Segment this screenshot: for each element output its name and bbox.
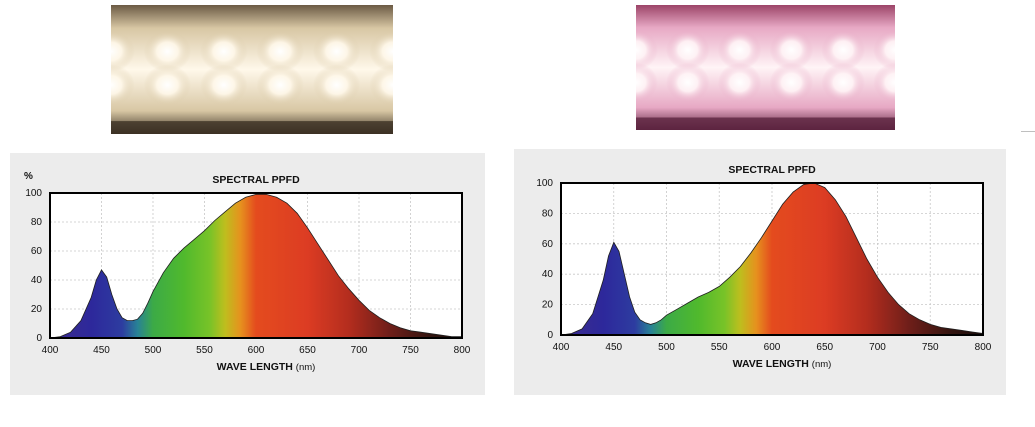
- y-tick-label: 100: [25, 188, 42, 199]
- led-glow: [873, 30, 895, 70]
- x-tick-label: 500: [658, 342, 675, 353]
- x-tick-label: 700: [351, 345, 368, 356]
- x-axis-label: WAVE LENGTH (nm): [217, 361, 316, 373]
- x-tick-label: 400: [553, 342, 570, 353]
- led-glow: [200, 64, 248, 106]
- led-glow: [111, 30, 135, 73]
- x-axis-label: WAVE LENGTH (nm): [733, 358, 832, 370]
- pink-led-strip-image: [636, 5, 895, 130]
- x-tick-label: 600: [764, 342, 781, 353]
- chart-title: SPECTRAL PPFD: [728, 164, 816, 176]
- divider-tick: [1021, 131, 1035, 132]
- led-glow: [200, 30, 248, 73]
- y-tick-label: 100: [536, 178, 553, 189]
- plot-frame: [560, 182, 984, 336]
- y-tick-label: 40: [31, 275, 43, 286]
- led-glow: [143, 30, 192, 73]
- spectral-chart-left: 400 450 500 550 600 650 700 750 800 0 20 40 60 80 100 S…: [10, 153, 485, 395]
- spectral-chart-right-svg: 400 450 500 550 600 650 700 750 800 0 20 40 60 80 100 S…: [536, 164, 992, 370]
- x-tick-label: 800: [975, 342, 992, 353]
- led-glow: [717, 30, 762, 70]
- y-tick-label: 80: [542, 208, 554, 219]
- led-glow: [369, 64, 393, 106]
- chart-title: SPECTRAL PPFD: [212, 174, 300, 186]
- x-tick-label: 550: [711, 342, 728, 353]
- led-glow: [717, 62, 762, 103]
- white-led-strip-image: [111, 5, 393, 134]
- y-tick-label: 40: [542, 269, 554, 280]
- x-tick-label: 450: [605, 342, 622, 353]
- x-axis-unit: (nm): [296, 362, 316, 373]
- led-glow: [873, 62, 895, 103]
- x-tick-label: 750: [402, 345, 419, 356]
- x-axis-unit: (nm): [812, 359, 832, 370]
- led-glow: [821, 30, 865, 70]
- photo-edge: [111, 121, 393, 134]
- led-glow: [369, 30, 393, 73]
- spectral-chart-left-svg: 400 450 500 550 600 650 700 750 800 0 20 40 60 80 100 S…: [24, 171, 471, 373]
- led-glow: [636, 62, 658, 103]
- plot-frame: [49, 192, 463, 339]
- x-tick-label: 500: [145, 345, 162, 356]
- spectral-chart-right: 400 450 500 550 600 650 700 750 800 0 20 40 60 80 100 S…: [514, 149, 1006, 395]
- y-tick-label: 60: [542, 239, 554, 250]
- led-glow: [256, 64, 304, 106]
- led-glow: [312, 64, 361, 106]
- led-glow: [636, 30, 658, 70]
- x-tick-label: 700: [869, 342, 886, 353]
- x-tick-label: 400: [42, 345, 59, 356]
- led-glow: [111, 64, 135, 106]
- led-glow: [769, 30, 814, 70]
- led-glow: [821, 62, 865, 103]
- x-tick-label: 650: [299, 345, 316, 356]
- led-glow: [666, 62, 710, 103]
- y-tick-label: 0: [547, 330, 553, 341]
- pink-led-strip-photo: [636, 5, 895, 130]
- white-led-strip-photo: [111, 5, 393, 134]
- x-tick-label: 600: [248, 345, 265, 356]
- photo-edge: [636, 117, 895, 130]
- led-glow: [312, 30, 361, 73]
- x-tick-label: 550: [196, 345, 213, 356]
- x-tick-label: 750: [922, 342, 939, 353]
- y-tick-label: 20: [31, 304, 43, 315]
- y-tick-label: 80: [31, 217, 43, 228]
- y-tick-label: 60: [31, 246, 43, 257]
- spectrum-area: [560, 182, 984, 336]
- led-glow: [143, 64, 192, 106]
- x-tick-label: 800: [454, 345, 471, 356]
- led-glow: [256, 30, 304, 73]
- spectrum-area: [49, 194, 463, 339]
- led-glow: [769, 62, 814, 103]
- y-tick-label: 20: [542, 300, 554, 311]
- y-tick-label: 0: [36, 333, 42, 344]
- x-tick-label: 650: [816, 342, 833, 353]
- led-glow: [666, 30, 710, 70]
- y-axis-label: %: [24, 171, 33, 182]
- x-tick-label: 450: [93, 345, 110, 356]
